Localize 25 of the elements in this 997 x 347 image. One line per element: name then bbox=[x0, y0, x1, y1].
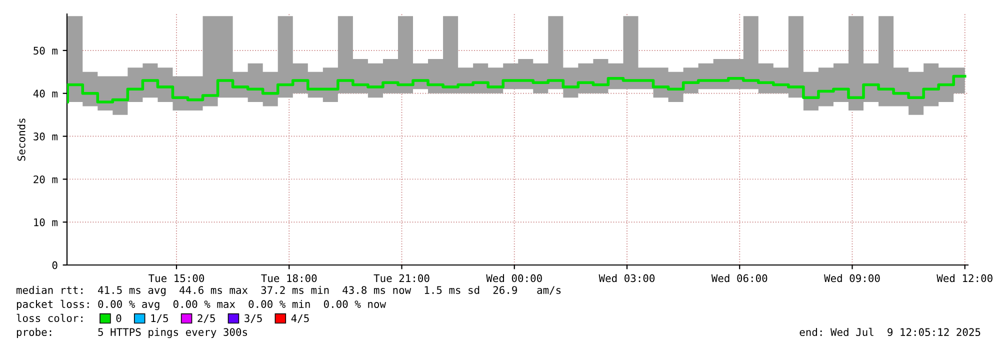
x-tick-label: Tue 15:00 bbox=[148, 274, 204, 282]
text: packet loss: 0.00 % avg 0.00 % max 0.00 % min 0.00 % now bbox=[16, 300, 386, 310]
y-tick-label: 40 m bbox=[33, 90, 58, 98]
legend-label: 2/5 bbox=[198, 314, 215, 323]
x-tick-label: Tue 18:00 bbox=[261, 274, 317, 282]
text: end: Wed Jul 9 12:05:12 2025 bbox=[800, 328, 980, 336]
legend-label: 3/5 bbox=[244, 314, 262, 323]
y-tick-label: 30 m bbox=[34, 132, 58, 140]
y-tick-label: 0 bbox=[52, 261, 58, 270]
y-tick-label: 10 m bbox=[34, 218, 58, 226]
legend-label: 4/5 bbox=[291, 314, 309, 323]
x-tick-label: Wed 06:00 bbox=[711, 274, 768, 282]
x-tick-label: Wed 12:00 bbox=[936, 274, 992, 282]
y-tick-label: 50 m bbox=[34, 46, 58, 55]
legend-title: loss color: bbox=[16, 314, 82, 322]
x-tick-label: Wed 03:00 bbox=[598, 274, 655, 282]
legend-label: 1/5 bbox=[151, 314, 168, 323]
x-tick-label: Tue 21:00 bbox=[374, 274, 430, 282]
y-tick-label: 20 m bbox=[34, 175, 58, 184]
text: median rtt: 41.5 ms avg 44.6 ms max 37.2 ms min 43.8 ms now 1.5 ms sd 26.9 am/s bbox=[16, 286, 561, 296]
text: probe: 5 HTTPS pings every 300s bbox=[16, 328, 248, 338]
x-tick-label: Wed 00:00 bbox=[486, 274, 542, 282]
y-axis-title: Seconds bbox=[17, 118, 26, 161]
legend-label: 0 bbox=[116, 314, 122, 322]
x-tick-label: Wed 09:00 bbox=[824, 274, 880, 282]
